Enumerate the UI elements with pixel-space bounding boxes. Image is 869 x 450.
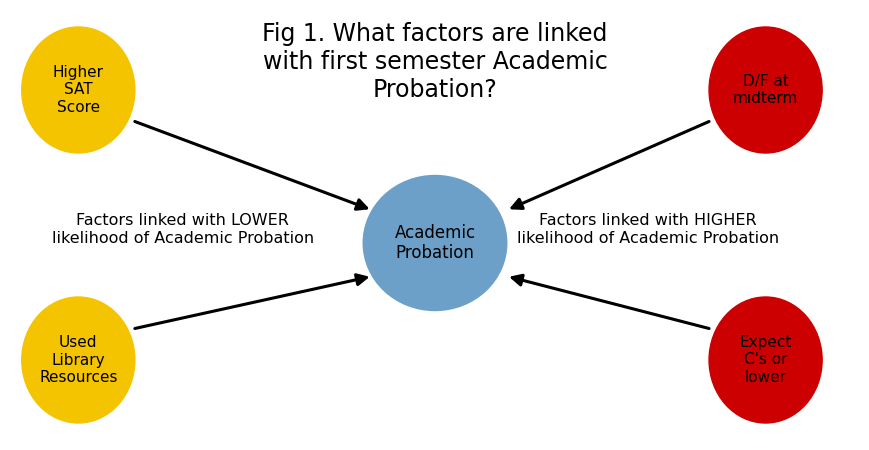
Text: D/F at
midterm: D/F at midterm	[732, 74, 798, 106]
Text: Factors linked with HIGHER
likelihood of Academic Probation: Factors linked with HIGHER likelihood of…	[516, 213, 779, 246]
Text: Fig 1. What factors are linked
with first semester Academic
Probation?: Fig 1. What factors are linked with firs…	[262, 22, 607, 102]
Text: Higher
SAT
Score: Higher SAT Score	[53, 65, 103, 115]
Text: Used
Library
Resources: Used Library Resources	[39, 335, 117, 385]
Ellipse shape	[22, 27, 135, 153]
Ellipse shape	[708, 27, 821, 153]
Ellipse shape	[363, 176, 506, 310]
Ellipse shape	[708, 297, 821, 423]
Text: Factors linked with LOWER
likelihood of Academic Probation: Factors linked with LOWER likelihood of …	[51, 213, 314, 246]
Ellipse shape	[22, 297, 135, 423]
Text: Academic
Probation: Academic Probation	[394, 224, 475, 262]
Text: Expect
C's or
lower: Expect C's or lower	[739, 335, 791, 385]
